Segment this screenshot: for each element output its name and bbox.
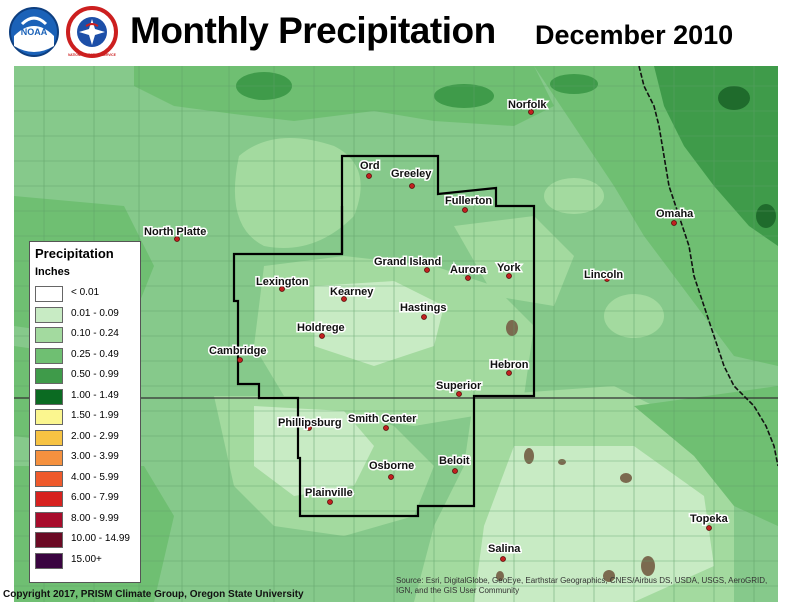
map-source-credit: Source: Esri, DigitalGlobe, GeoEye, Eart… xyxy=(396,576,768,595)
legend: Precipitation Inches < 0.01 0.01 - 0.09 0.… xyxy=(29,241,141,583)
city-hastings[interactable]: Hastings xyxy=(399,301,448,320)
legend-swatch xyxy=(35,429,63,446)
map-date: December 2010 xyxy=(535,20,734,50)
city-salina[interactable]: Salina xyxy=(487,542,523,562)
city-label: Smith Center xyxy=(348,413,417,425)
city-cambridge[interactable]: Cambridge xyxy=(208,344,268,363)
city-label: Norfolk xyxy=(508,99,547,111)
legend-swatch xyxy=(35,450,63,466)
city-kearney[interactable]: Kearney xyxy=(329,285,376,302)
legend-swatch xyxy=(35,532,63,548)
city-smith-center[interactable]: Smith Center xyxy=(347,412,419,431)
city-label: Lincoln xyxy=(584,269,623,281)
river-border xyxy=(638,66,778,467)
city-york[interactable]: York xyxy=(496,261,523,279)
legend-label: 4.00 - 5.99 xyxy=(71,471,119,483)
legend-swatch xyxy=(35,347,63,364)
header: NOAA NATIONAL WEATHER SERVICE Monthly Pr… xyxy=(0,0,792,66)
legend-swatch xyxy=(35,327,63,343)
legend-swatch xyxy=(35,511,63,528)
city-superior[interactable]: Superior xyxy=(435,379,483,397)
legend-label: 6.00 - 7.99 xyxy=(71,492,119,503)
legend-label: 8.00 - 9.99 xyxy=(71,512,119,524)
legend-label: 15.00+ xyxy=(71,553,102,565)
legend-label: 0.01 - 0.09 xyxy=(71,307,119,319)
nws-logo-text: NATIONAL WEATHER SERVICE xyxy=(68,53,116,57)
legend-swatch xyxy=(35,491,63,507)
city-label: Osborne xyxy=(369,460,414,472)
forecast-area-outline xyxy=(232,154,536,518)
city-label: Grand Island xyxy=(374,256,441,268)
city-norfolk[interactable]: Norfolk xyxy=(507,98,549,115)
city-grand-island[interactable]: Grand Island xyxy=(373,255,443,273)
copyright: Copyright 2017, PRISM Climate Group, Ore… xyxy=(3,589,304,600)
legend-swatch xyxy=(35,388,63,405)
city-label: Topeka xyxy=(690,513,729,525)
city-label: Kearney xyxy=(330,286,374,298)
legend-units: Inches xyxy=(35,266,70,278)
city-label: Ord xyxy=(360,160,380,172)
legend-title: Precipitation xyxy=(35,246,114,261)
city-label: Greeley xyxy=(391,168,432,180)
city-north-platte[interactable]: North Platte xyxy=(143,225,208,242)
legend-label: 0.50 - 0.99 xyxy=(71,369,119,380)
city-greeley[interactable]: Greeley xyxy=(390,167,434,189)
city-label: Cambridge xyxy=(209,345,266,357)
city-label: Omaha xyxy=(656,208,694,220)
city-label: Phillipsburg xyxy=(278,417,342,429)
city-omaha[interactable]: Omaha xyxy=(655,207,696,226)
legend-label: 0.25 - 0.49 xyxy=(71,348,119,360)
city-holdrege[interactable]: Holdrege xyxy=(296,321,346,339)
legend-label: 10.00 - 14.99 xyxy=(71,533,130,544)
city-label: Hastings xyxy=(400,302,446,314)
legend-label: < 0.01 xyxy=(71,287,100,298)
city-ord[interactable]: Ord xyxy=(359,159,381,179)
legend-label: 1.00 - 1.49 xyxy=(71,389,119,401)
legend-swatch xyxy=(35,306,63,323)
city-fullerton[interactable]: Fullerton xyxy=(444,194,494,213)
city-topeka[interactable]: Topeka xyxy=(689,512,730,531)
legend-label: 2.00 - 2.99 xyxy=(71,430,119,442)
city-label: Plainville xyxy=(305,487,353,499)
noaa-logo: NOAA xyxy=(9,7,59,57)
legend-swatch xyxy=(35,286,63,302)
city-hebron[interactable]: Hebron xyxy=(489,358,530,376)
city-lincoln[interactable]: Lincoln xyxy=(583,268,625,283)
nws-logo: NATIONAL WEATHER SERVICE xyxy=(66,6,118,58)
city-label: Hebron xyxy=(490,359,529,371)
cities: Norfolk Ord Greeley Fullerton North Plat… xyxy=(143,98,730,562)
city-aurora[interactable]: Aurora xyxy=(449,263,488,281)
city-beloit[interactable]: Beloit xyxy=(438,454,471,474)
legend-swatch xyxy=(35,409,63,425)
city-lexington[interactable]: Lexington xyxy=(255,275,310,292)
city-label: North Platte xyxy=(144,226,206,238)
precipitation-map[interactable]: Norfolk Ord Greeley Fullerton North Plat… xyxy=(14,66,778,602)
city-label: Salina xyxy=(488,543,521,555)
legend-swatch xyxy=(35,368,63,384)
noaa-logo-text: NOAA xyxy=(21,27,48,37)
city-label: Fullerton xyxy=(445,195,492,207)
city-label: Lexington xyxy=(256,276,309,288)
page-title: Monthly Precipitation xyxy=(130,10,496,51)
legend-label: 0.10 - 0.24 xyxy=(71,328,119,339)
city-phillipsburg[interactable]: Phillipsburg xyxy=(277,416,343,431)
city-osborne[interactable]: Osborne xyxy=(368,459,416,480)
city-label: Aurora xyxy=(450,264,487,276)
city-label: Superior xyxy=(436,380,482,392)
county-grid xyxy=(14,66,778,602)
city-label: Beloit xyxy=(439,455,470,467)
city-label: York xyxy=(497,262,522,274)
legend-label: 1.50 - 1.99 xyxy=(71,410,119,421)
city-plainville[interactable]: Plainville xyxy=(304,486,354,505)
legend-swatch xyxy=(35,552,63,569)
legend-swatch xyxy=(35,470,63,487)
city-label: Holdrege xyxy=(297,322,345,334)
legend-label: 3.00 - 3.99 xyxy=(71,451,119,462)
